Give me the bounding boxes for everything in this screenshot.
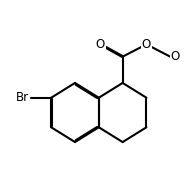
Text: O: O [142,38,151,51]
Text: O: O [171,50,180,63]
Text: O: O [96,38,105,51]
Text: Br: Br [16,91,29,104]
